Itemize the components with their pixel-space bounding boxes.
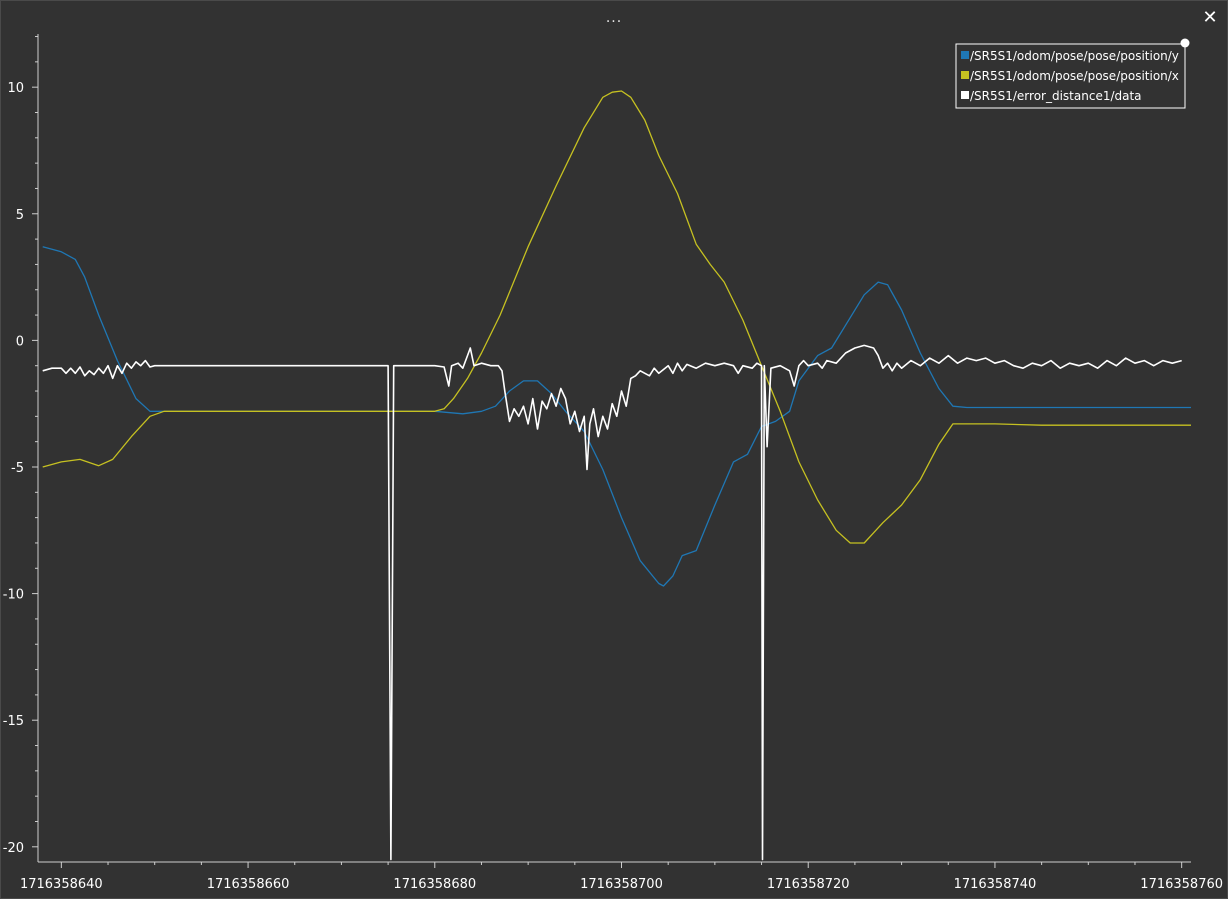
legend-drag-handle-icon[interactable]	[1180, 38, 1190, 48]
legend-entry: /SR5S1/odom/pose/pose/position/y	[970, 49, 1179, 63]
legend-swatch	[961, 91, 969, 99]
window-title: ...	[605, 10, 623, 26]
y-tick-label: -20	[3, 841, 24, 856]
y-tick-label: 10	[7, 81, 24, 96]
y-tick-label: -10	[3, 588, 24, 603]
y-tick-label: -15	[3, 714, 24, 729]
x-tick-label: 1716358640	[20, 877, 103, 892]
legend-swatch	[961, 51, 969, 59]
legend-entry: /SR5S1/error_distance1/data	[970, 89, 1142, 103]
series-line-position-x	[42, 90, 1191, 544]
legend-box	[955, 43, 1186, 109]
x-tick-label: 1716358660	[207, 877, 290, 892]
x-tick-label: 1716358720	[767, 877, 850, 892]
legend-swatch	[961, 71, 969, 79]
x-tick-label: 1716358740	[954, 877, 1037, 892]
y-tick-label: 0	[16, 334, 24, 349]
series-line-error-distance	[42, 344, 1182, 861]
x-tick-label: 1716358680	[393, 877, 476, 892]
x-tick-label: 1716358700	[580, 877, 663, 892]
x-tick-label: 1716358760	[1140, 877, 1223, 892]
legend-entry: /SR5S1/odom/pose/pose/position/x	[970, 69, 1179, 83]
close-icon[interactable]: ✕	[1202, 7, 1218, 28]
y-tick-label: -5	[11, 461, 24, 476]
y-tick-label: 5	[16, 208, 24, 223]
